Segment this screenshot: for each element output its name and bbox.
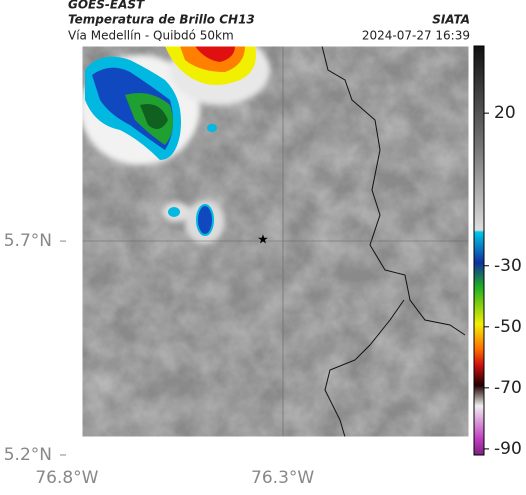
lon-tick-label: 76.8°W <box>35 468 98 488</box>
colorbar-tick-label: -30 <box>494 256 522 276</box>
location-marker: ★ <box>257 233 269 248</box>
lat-tick-label: 5.2°N <box>4 445 52 465</box>
colorbar-tick-label: -90 <box>494 439 522 459</box>
lon-tick-label: 76.3°W <box>251 468 314 488</box>
timestamp: 2024-07-27 16:39 <box>362 29 470 43</box>
region: Vía Medellín - Quibdó 50km <box>68 29 234 43</box>
satellite-image: ★ <box>82 46 469 437</box>
colorbar-tick-label: -70 <box>494 378 522 398</box>
lat-tick-label: 5.7°N <box>4 231 52 251</box>
source: SIATA <box>432 13 470 27</box>
colorbar-tick-label: -50 <box>494 317 522 337</box>
subtitle: Temperatura de Brillo CH13 <box>68 13 255 27</box>
title: GOES-EAST <box>68 0 145 12</box>
colorbar-tick-label: 20 <box>494 103 516 123</box>
colorbar <box>473 45 485 456</box>
